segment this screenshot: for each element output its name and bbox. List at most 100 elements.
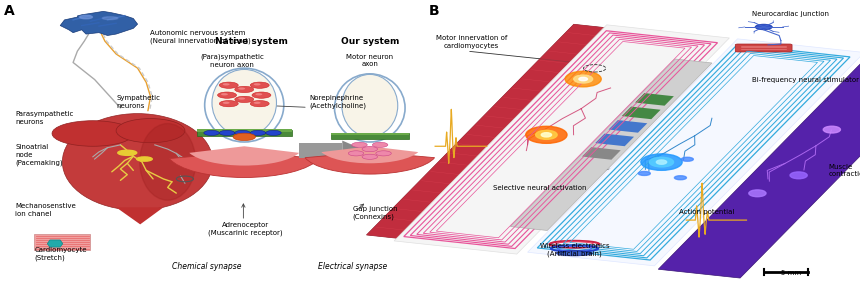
Polygon shape bbox=[595, 133, 634, 146]
FancyBboxPatch shape bbox=[34, 234, 90, 250]
Circle shape bbox=[352, 142, 367, 147]
Polygon shape bbox=[527, 39, 860, 266]
Ellipse shape bbox=[823, 126, 840, 133]
FancyBboxPatch shape bbox=[197, 129, 292, 132]
Circle shape bbox=[250, 130, 266, 135]
Circle shape bbox=[638, 172, 650, 176]
Ellipse shape bbox=[536, 130, 557, 139]
Text: Electrical synapse: Electrical synapse bbox=[318, 262, 387, 272]
Text: 5 mm: 5 mm bbox=[781, 270, 802, 276]
Ellipse shape bbox=[574, 75, 593, 83]
Ellipse shape bbox=[140, 124, 196, 200]
Ellipse shape bbox=[118, 150, 137, 155]
Text: Gap junction
(Connexins): Gap junction (Connexins) bbox=[353, 206, 397, 220]
Polygon shape bbox=[511, 59, 712, 230]
Circle shape bbox=[235, 130, 250, 135]
Circle shape bbox=[681, 157, 693, 161]
Polygon shape bbox=[47, 240, 63, 247]
Text: Parasympathetic
neurons: Parasympathetic neurons bbox=[15, 111, 74, 125]
FancyBboxPatch shape bbox=[331, 133, 408, 139]
Circle shape bbox=[219, 130, 235, 135]
FancyBboxPatch shape bbox=[735, 44, 792, 52]
Text: Muscle
contraction: Muscle contraction bbox=[828, 164, 860, 177]
Circle shape bbox=[238, 87, 245, 90]
Circle shape bbox=[233, 133, 255, 141]
Text: Autonomic nervous system
(Neural innervation of heart): Autonomic nervous system (Neural innerva… bbox=[150, 30, 251, 44]
Ellipse shape bbox=[62, 114, 213, 210]
Circle shape bbox=[372, 142, 388, 147]
Ellipse shape bbox=[656, 160, 667, 164]
Ellipse shape bbox=[525, 126, 567, 143]
Ellipse shape bbox=[749, 190, 766, 197]
Text: Action potential: Action potential bbox=[679, 208, 734, 215]
Ellipse shape bbox=[579, 77, 587, 81]
Ellipse shape bbox=[556, 251, 593, 256]
Ellipse shape bbox=[342, 74, 397, 137]
Circle shape bbox=[348, 151, 364, 156]
Text: Mechanosenstive
ion chanel: Mechanosenstive ion chanel bbox=[15, 203, 77, 217]
Circle shape bbox=[266, 130, 281, 135]
Text: (Para)sympathetic
neuron axon: (Para)sympathetic neuron axon bbox=[200, 54, 264, 68]
Text: Norepinephrine
(Acethylcholine): Norepinephrine (Acethylcholine) bbox=[310, 95, 366, 109]
Wedge shape bbox=[189, 146, 299, 166]
Circle shape bbox=[235, 96, 254, 103]
Circle shape bbox=[235, 86, 254, 93]
Circle shape bbox=[250, 82, 269, 88]
Text: Native system: Native system bbox=[215, 37, 287, 46]
Circle shape bbox=[252, 92, 271, 98]
Ellipse shape bbox=[79, 15, 93, 19]
Text: Bi-frequency neural stimulator: Bi-frequency neural stimulator bbox=[752, 76, 859, 83]
Circle shape bbox=[223, 83, 230, 85]
Ellipse shape bbox=[212, 69, 277, 136]
Polygon shape bbox=[582, 147, 621, 160]
Polygon shape bbox=[658, 53, 860, 278]
Polygon shape bbox=[60, 11, 138, 36]
Polygon shape bbox=[609, 120, 648, 133]
Ellipse shape bbox=[102, 17, 118, 20]
Ellipse shape bbox=[116, 119, 185, 143]
Circle shape bbox=[223, 102, 230, 104]
Polygon shape bbox=[366, 24, 685, 247]
Polygon shape bbox=[636, 93, 674, 106]
FancyBboxPatch shape bbox=[331, 133, 408, 135]
Ellipse shape bbox=[565, 71, 601, 87]
Text: Our system: Our system bbox=[341, 37, 399, 46]
Wedge shape bbox=[169, 152, 319, 178]
Polygon shape bbox=[622, 106, 660, 119]
Wedge shape bbox=[322, 146, 418, 163]
Circle shape bbox=[362, 154, 378, 159]
Circle shape bbox=[376, 151, 391, 156]
Text: Motor innervation of
cardiomyocytes: Motor innervation of cardiomyocytes bbox=[436, 36, 507, 49]
Polygon shape bbox=[342, 141, 366, 160]
Polygon shape bbox=[366, 24, 685, 247]
Ellipse shape bbox=[790, 172, 808, 179]
Circle shape bbox=[255, 93, 262, 95]
Text: Adrenoceptor
(Muscarinic receptor): Adrenoceptor (Muscarinic receptor) bbox=[208, 222, 282, 235]
Ellipse shape bbox=[649, 157, 673, 167]
Circle shape bbox=[219, 82, 238, 88]
Text: B: B bbox=[428, 4, 439, 18]
Ellipse shape bbox=[52, 121, 134, 146]
FancyBboxPatch shape bbox=[299, 143, 342, 158]
Ellipse shape bbox=[641, 154, 682, 170]
Text: Neurocardiac junction: Neurocardiac junction bbox=[752, 11, 830, 17]
Circle shape bbox=[204, 130, 219, 135]
Circle shape bbox=[218, 92, 237, 98]
Circle shape bbox=[254, 102, 261, 104]
Circle shape bbox=[219, 101, 238, 107]
Circle shape bbox=[755, 24, 772, 30]
Polygon shape bbox=[116, 207, 163, 224]
Text: Cardiomyocyte
(Stretch): Cardiomyocyte (Stretch) bbox=[34, 247, 87, 261]
Text: Wireless electronics
(Artificial brain): Wireless electronics (Artificial brain) bbox=[540, 243, 609, 257]
Circle shape bbox=[254, 83, 261, 85]
Ellipse shape bbox=[137, 157, 152, 161]
Circle shape bbox=[362, 147, 378, 152]
Circle shape bbox=[250, 101, 269, 107]
Ellipse shape bbox=[541, 133, 551, 137]
FancyBboxPatch shape bbox=[197, 130, 292, 136]
Polygon shape bbox=[394, 25, 729, 254]
Circle shape bbox=[674, 176, 686, 180]
Text: A: A bbox=[4, 4, 15, 18]
Text: Sinoatrial
node
(Pacemaking): Sinoatrial node (Pacemaking) bbox=[15, 144, 63, 166]
Text: Motor neuron
axon: Motor neuron axon bbox=[347, 54, 393, 68]
